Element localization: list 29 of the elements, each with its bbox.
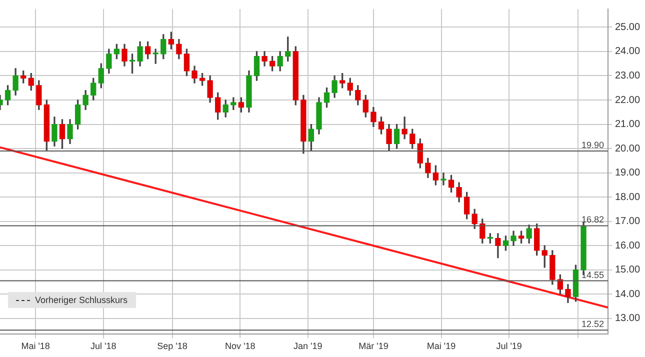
x-tick-label: Sep '18: [157, 341, 188, 352]
candlestick: [440, 172, 446, 186]
ref-line-label: 14.55: [581, 270, 604, 280]
y-tick-label: 13.00: [614, 313, 640, 324]
x-tick-label: Jan '19: [294, 341, 322, 352]
y-tick-label: 14.00: [614, 288, 640, 300]
note-panel: Vorheriger Schlusskurs: [8, 292, 136, 308]
ref-line-label: 12.52: [581, 319, 604, 330]
y-tick-label: 15.00: [614, 264, 640, 276]
y-tick-label: 17.00: [614, 216, 640, 228]
candlestick: [402, 116, 408, 140]
y-tick-label: 21.00: [614, 119, 640, 130]
y-tick-label: 25.00: [614, 22, 640, 33]
x-tick-label: Jul '18: [90, 341, 116, 352]
y-tick-label: 16.00: [614, 240, 640, 252]
x-tick-label: Nov '18: [224, 341, 256, 352]
x-tick-label: Mär '19: [358, 341, 388, 352]
annotation: Vorheriger Schlusskurs: [35, 295, 128, 305]
ref-line-label: 19.90: [581, 140, 604, 150]
ref-line-label: 16.82: [581, 214, 604, 225]
x-tick-label: Jul '19: [496, 341, 522, 352]
y-tick-label: 23.00: [614, 70, 640, 82]
x-tick-label: Mai '18: [21, 341, 50, 352]
y-tick-label: 24.00: [614, 46, 640, 58]
y-tick-label: 22.00: [614, 94, 640, 106]
y-tick-label: 18.00: [614, 192, 640, 203]
x-tick-label: Mai '19: [426, 341, 456, 352]
y-tick-label: 20.00: [614, 143, 640, 154]
y-tick-label: 19.00: [614, 168, 640, 179]
